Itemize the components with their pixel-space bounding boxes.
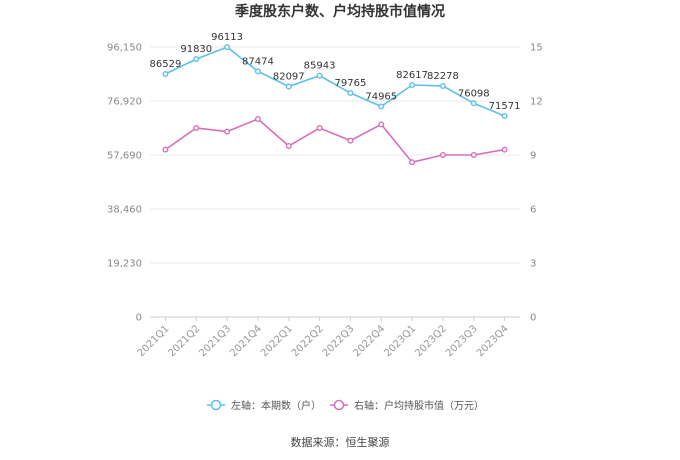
point-avg-holding (439, 151, 446, 158)
legend-label-households: 左轴：本期数（户） (231, 399, 321, 412)
x-tick-label: 2023Q2 (413, 323, 449, 359)
left-tick-label: 96,150 (107, 43, 142, 54)
data-label: 71571 (489, 101, 521, 112)
point-households (347, 90, 354, 97)
point-households (378, 103, 385, 110)
data-label: 96113 (211, 32, 243, 43)
right-tick-label: 6 (530, 205, 536, 216)
x-tick-label: 2023Q1 (382, 323, 418, 359)
x-tick-label: 2022Q3 (321, 323, 357, 359)
data-label: 86529 (150, 59, 182, 70)
data-label: 79765 (335, 78, 367, 89)
series-line-avg-holding (164, 118, 505, 164)
legend-marker-households (210, 399, 222, 411)
right-tick-label: 3 (530, 259, 536, 270)
right-axis: 0 3 6 9 12 15 (530, 43, 543, 324)
point-avg-holding (378, 121, 385, 128)
data-label: 74965 (365, 91, 397, 102)
point-households (224, 44, 231, 51)
data-label: 82617 (396, 70, 428, 81)
data-label: 85943 (304, 61, 336, 72)
right-tick-label: 0 (530, 313, 536, 324)
point-avg-holding (316, 124, 323, 131)
x-tick-label: 2022Q2 (290, 323, 326, 359)
left-tick-label: 76,920 (107, 97, 142, 108)
right-tick-label: 12 (530, 97, 543, 108)
point-households (470, 100, 477, 107)
left-axis: 0 19,230 38,460 57,690 76,920 96,150 (107, 43, 142, 324)
x-tick-label: 2022Q4 (352, 323, 388, 359)
chart-title: 季度股东户数、户均持股市值情况 (234, 3, 445, 20)
legend-item-avg-holding[interactable]: 右轴：户均持股市值（万元） (330, 399, 484, 412)
point-avg-holding (285, 142, 292, 149)
x-tick-label: 2023Q4 (475, 323, 511, 359)
point-avg-holding (254, 115, 261, 122)
legend-item-households[interactable]: 左轴：本期数（户） (207, 399, 321, 412)
x-tick-label: 2021Q3 (197, 323, 233, 359)
legend[interactable]: 左轴：本期数（户） 右轴：户均持股市值（万元） (207, 399, 484, 412)
legend-label-avg-holding: 右轴：户均持股市值（万元） (354, 399, 484, 412)
x-axis: 2021Q12021Q22021Q32021Q42022Q12022Q22022… (136, 317, 511, 359)
point-avg-holding (409, 159, 416, 166)
point-avg-holding (162, 146, 169, 153)
point-avg-holding (347, 137, 354, 144)
left-tick-label: 57,690 (107, 151, 142, 162)
left-tick-label: 0 (136, 313, 142, 324)
point-avg-holding (470, 151, 477, 158)
point-avg-holding (501, 146, 508, 153)
x-tick-label: 2021Q2 (167, 323, 203, 359)
point-households (439, 82, 446, 89)
x-tick-label: 2021Q1 (136, 323, 172, 359)
left-tick-label: 38,460 (107, 205, 142, 216)
series-line-households (165, 46, 505, 117)
point-households (285, 83, 292, 90)
data-label: 87474 (242, 56, 274, 67)
point-households (409, 82, 416, 89)
point-households (254, 68, 261, 75)
x-tick-label: 2022Q1 (259, 323, 295, 359)
point-households (193, 56, 200, 63)
point-households (501, 113, 508, 120)
right-tick-label: 15 (530, 43, 543, 54)
x-tick-label: 2021Q4 (228, 323, 264, 359)
data-source: 数据来源：恒生聚源 (291, 435, 390, 449)
point-avg-holding (224, 128, 231, 135)
point-households (316, 72, 323, 79)
point-avg-holding (193, 124, 200, 131)
data-label: 76098 (458, 88, 490, 99)
x-tick-label: 2023Q3 (444, 323, 480, 359)
series-lines (162, 44, 508, 166)
data-label: 82097 (273, 71, 305, 82)
data-label: 91830 (180, 44, 212, 55)
legend-marker-avg-holding (333, 399, 345, 411)
right-tick-label: 9 (530, 151, 536, 162)
point-households (162, 71, 169, 78)
left-tick-label: 19,230 (107, 259, 142, 270)
data-label: 82278 (427, 71, 459, 82)
grid-lines (150, 46, 520, 318)
